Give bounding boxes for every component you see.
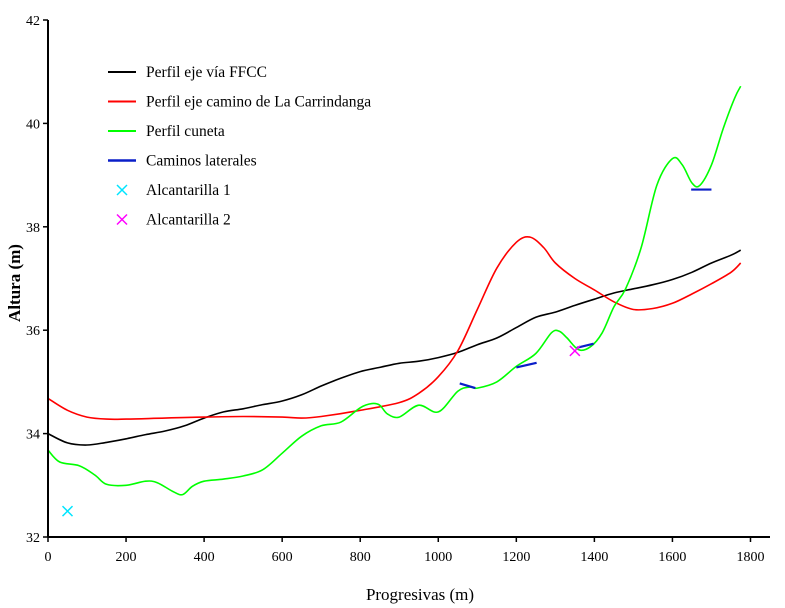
x-tick-label: 0 [45, 550, 52, 565]
legend: Perfil eje vía FFCC Perfil eje camino de … [108, 64, 371, 229]
legend-label-perfil-eje-via-ffcc: Perfil eje vía FFCC [146, 64, 267, 81]
y-axis-title: Altura (m) [5, 244, 24, 322]
y-tick-label: 34 [26, 428, 40, 443]
axes [47, 20, 770, 538]
legend-label-alcantarilla-1: Alcantarilla 1 [146, 182, 231, 199]
marker-alcantarilla-1 [61, 505, 74, 517]
y-tick-label: 36 [26, 324, 40, 339]
legend-label-perfil-cuneta: Perfil cuneta [146, 123, 225, 140]
x-tick-label: 200 [116, 550, 137, 565]
marker-stroke [61, 505, 74, 517]
y-tick-label: 32 [26, 531, 40, 546]
x-tick-label: 1200 [502, 550, 530, 565]
marker-alcantarilla-2 [569, 345, 581, 357]
ticks: 0 200 400 600 800 1000 1200 1400 1600 1800 32 34 36 3… [26, 14, 764, 565]
legend-label-caminos-laterales: Caminos laterales [146, 153, 257, 170]
series-line-perfil-cuneta [47, 85, 742, 496]
segment-caminos-laterales [459, 382, 476, 390]
x-tick-label: 600 [272, 550, 293, 565]
x-tick-label: 1400 [580, 550, 608, 565]
x-tick-label: 1000 [424, 550, 452, 565]
legend-marker-alcantarilla-2 [116, 213, 128, 226]
x-tick-label: 400 [194, 550, 215, 565]
plot-lines [47, 85, 742, 517]
x-tick-label: 1600 [658, 550, 686, 565]
legend-label-perfil-eje-camino-de-la-carrindanga: Perfil eje camino de La Carrindanga [146, 94, 371, 111]
y-tick-label: 38 [26, 221, 40, 236]
legend-marker-alcantarilla-1 [116, 184, 128, 196]
series-line-perfil-eje-camino-de-la-carrindanga [47, 236, 742, 421]
legend-label-alcantarilla-2: Alcantarilla 2 [146, 212, 231, 229]
y-tick-label: 42 [26, 14, 40, 29]
x-tick-label: 1800 [736, 550, 764, 565]
x-axis-title: Progresivas (m) [366, 585, 474, 604]
series-line-perfil-eje-via-ffcc [47, 249, 742, 446]
y-tick-label: 40 [26, 117, 40, 132]
x-tick-label: 800 [350, 550, 371, 565]
segment-caminos-laterales [516, 361, 537, 369]
marker-stroke [569, 345, 581, 357]
